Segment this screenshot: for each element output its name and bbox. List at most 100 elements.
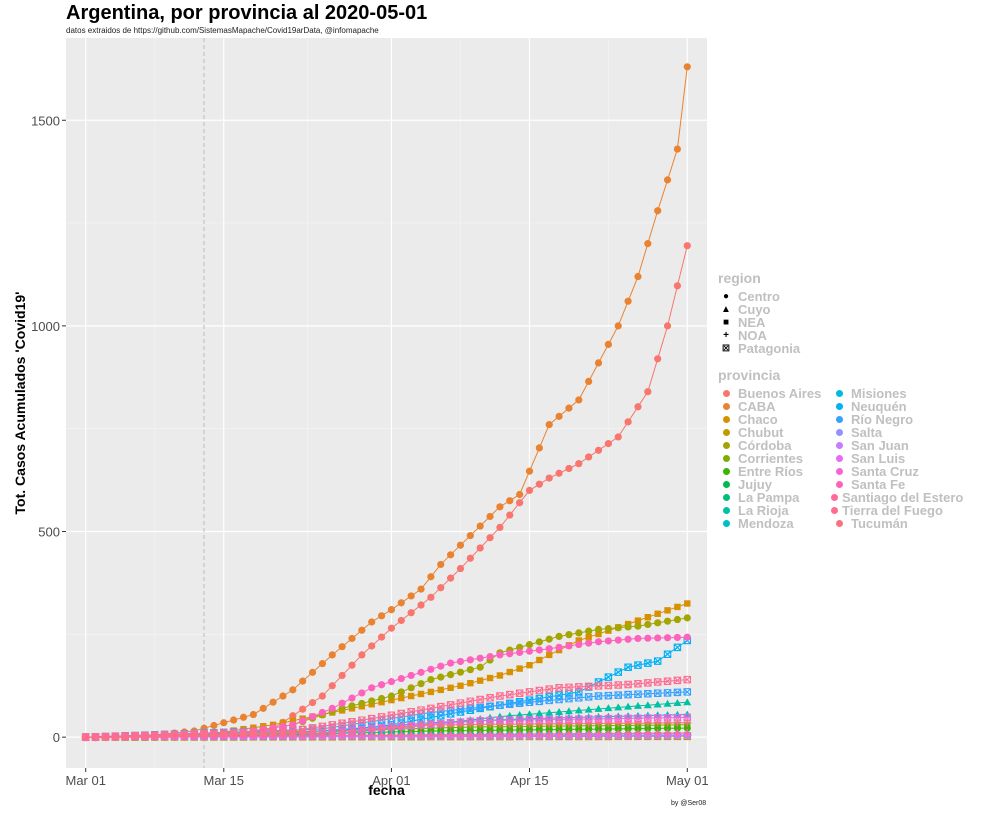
legend-shape-icon: + [723,330,729,341]
data-point [604,681,613,690]
data-point [525,698,534,706]
data-point [516,648,524,657]
data-point [210,721,218,730]
legend-provincia-label: Chaco [738,412,778,427]
data-point [575,460,583,468]
data-point [575,629,583,637]
data-point [506,511,514,519]
data-point [387,692,396,700]
data-point [595,630,602,638]
data-point [525,726,534,734]
legend-color-icon [718,504,734,517]
data-point [575,725,583,733]
data-point [358,626,366,634]
data-point [516,726,524,734]
data-point [476,522,484,530]
data-point [407,684,415,692]
data-point [230,716,238,724]
data-point [624,297,632,305]
legend-color-icon [718,491,734,504]
data-point [574,729,583,738]
data-point [486,652,494,661]
data-point [673,633,682,642]
data-point [496,523,504,532]
data-point [515,720,524,729]
data-point [476,695,484,704]
data-point [673,145,682,153]
data-point [446,720,455,729]
data-point [456,730,465,739]
data-point [466,532,474,540]
data-point [515,711,524,719]
data-point [417,706,425,714]
data-point [594,715,603,723]
data-point [417,668,425,676]
data-point [525,710,534,718]
data-point [397,731,406,740]
data-point [614,719,623,728]
data-point [604,725,612,733]
data-point [446,730,455,739]
legend-region-item: ■ NEA [718,315,938,330]
data-point [348,694,356,702]
data-point [447,574,455,582]
legend-region-title: region [718,270,761,286]
legend-provincia-item: Tierra del Fuego [831,503,943,518]
data-point [575,396,583,404]
data-point [584,729,593,738]
data-point [121,732,130,741]
data-point [456,564,465,573]
data-point [476,677,484,684]
data-point [585,453,593,461]
data-point [516,643,524,651]
data-point [644,679,652,687]
data-point [377,724,386,733]
data-point [209,730,218,739]
data-point [683,713,692,722]
data-point [565,725,573,734]
legend-color-icon [718,478,734,491]
data-point [515,699,524,707]
data-point [555,684,563,692]
data-point [338,671,346,680]
data-point [683,63,691,71]
legend-provincia-label: San Juan [851,438,909,453]
data-point [614,322,622,330]
legend-region-item: ⊠ Patagonia [718,341,938,356]
data-point [348,661,356,669]
data-point [278,729,287,738]
data-point [516,490,524,499]
legend-shape-icon: ● [722,291,730,302]
data-point [466,720,475,729]
data-point [456,668,465,676]
data-point [664,607,671,614]
data-point [644,714,652,722]
data-point [673,729,682,738]
data-point [397,709,406,718]
data-point [299,717,307,725]
series-line [85,679,688,738]
data-point [496,503,504,511]
legend-provincia-item: Mendoza [718,516,825,531]
data-point [535,726,543,734]
data-point [495,715,504,723]
chart-title: Argentina, por provincia al 2020-05-01 [66,2,428,24]
data-point [653,678,662,686]
legend-color-icon [831,465,847,478]
data-point [624,690,632,699]
legend-provincia-item: Santa Cruz [831,464,938,479]
legend-provincia-item: Entre Ríos [718,464,825,479]
data-point [663,176,672,184]
data-point [604,637,612,645]
data-point [447,684,454,692]
data-point [318,692,326,700]
data-point [565,642,573,650]
data-point [486,534,494,542]
data-point [525,730,534,739]
data-point [545,730,554,739]
data-point [634,634,642,643]
data-point [150,731,159,740]
data-point [624,702,633,710]
data-point [308,724,317,732]
data-point [140,732,149,741]
